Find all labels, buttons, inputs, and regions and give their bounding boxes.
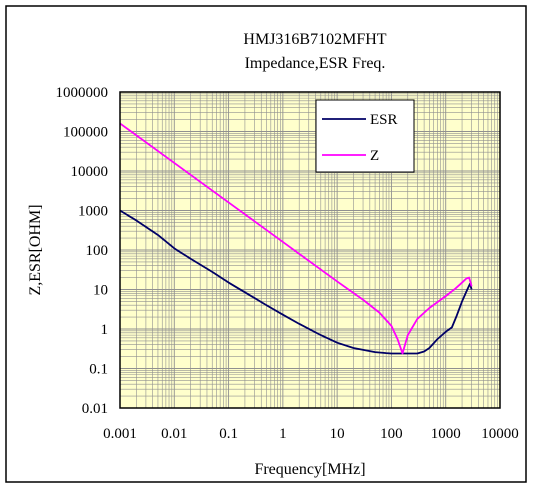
x-tick-label: 1	[279, 426, 287, 442]
x-axis-label: Frequency[MHz]	[254, 461, 365, 478]
x-tick-label: 0.1	[219, 426, 238, 442]
x-tick-label: 1000	[431, 426, 461, 442]
x-tick-label: 10000	[481, 426, 519, 442]
legend-label-z: Z	[370, 148, 379, 164]
y-tick-label: 10	[93, 283, 108, 299]
x-axis-ticks: 0.001 0.01 0.1 1 10 100 1000 10000	[103, 426, 519, 442]
y-axis-label: Z,ESR[OHM]	[27, 204, 44, 295]
chart-title: HMJ316B7102MFHT	[243, 31, 386, 48]
chart-subtitle: Impedance,ESR Freq.	[245, 55, 386, 72]
y-axis-ticks: 0.01 0.1 1 10 100 1000 10000 100000 1000000	[56, 85, 109, 417]
series-lines	[119, 122, 473, 355]
x-tick-label: 10	[330, 426, 345, 442]
legend: ESR Z	[315, 99, 415, 173]
plot-area	[119, 91, 501, 409]
series-line-esr	[119, 209, 473, 355]
x-tick-label: 0.001	[103, 426, 137, 442]
y-tick-label: 0.01	[82, 401, 108, 417]
legend-label-esr: ESR	[370, 112, 398, 128]
y-tick-label: 1000000	[56, 85, 109, 101]
x-tick-label: 0.01	[161, 426, 187, 442]
y-tick-label: 100000	[63, 125, 108, 141]
y-tick-label: 1000	[78, 204, 108, 220]
series-line-z	[119, 122, 473, 355]
x-tick-label: 100	[380, 426, 403, 442]
y-tick-label: 0.1	[89, 362, 108, 378]
y-tick-label: 10000	[71, 164, 109, 180]
legend-box	[315, 99, 415, 173]
y-tick-label: 1	[101, 322, 109, 338]
y-tick-label: 100	[86, 243, 109, 259]
grid-lines	[120, 92, 500, 408]
plot-frame	[119, 91, 501, 409]
